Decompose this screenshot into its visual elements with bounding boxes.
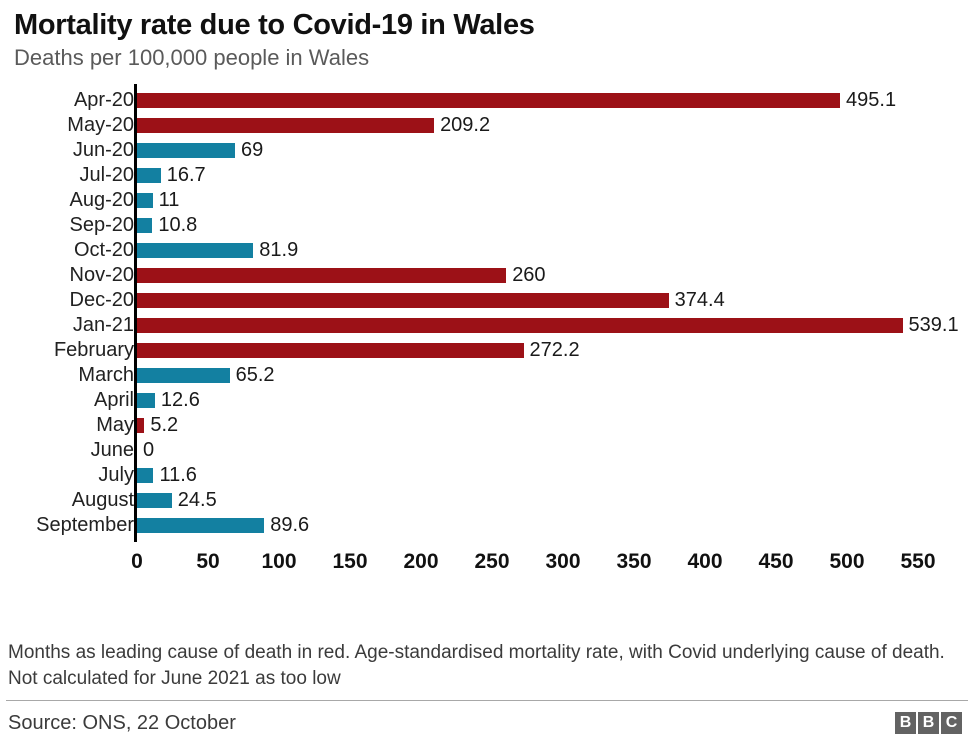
- bar: [137, 243, 254, 258]
- bar-value-label: 11.6: [159, 464, 197, 486]
- bar-row: September 89.6: [0, 513, 976, 538]
- bbc-logo-letter: B: [895, 712, 916, 734]
- category-label: August: [71, 489, 134, 511]
- bar: [137, 518, 265, 533]
- bar-row: Jan-21 539.1: [0, 313, 976, 338]
- bar-row: Jul-20 16.7: [0, 163, 976, 188]
- x-axis-tick: 150: [332, 550, 368, 573]
- bar-row: May 5.2: [0, 413, 976, 438]
- x-axis-tick: 550: [900, 550, 936, 573]
- bar-row: Dec-20 374.4: [0, 288, 976, 313]
- bar-row: May-20 209.2: [0, 113, 976, 138]
- bar: [137, 493, 172, 508]
- category-label: May: [96, 414, 134, 436]
- bar: [137, 418, 145, 433]
- x-axis-tick: 350: [616, 550, 652, 573]
- category-label: September: [36, 514, 134, 536]
- bar: [137, 218, 153, 233]
- x-axis-tick: 300: [545, 550, 581, 573]
- x-axis-tick: 50: [196, 550, 220, 573]
- x-axis-tick-labels: 0 50 100 150 200 250 300 350 400 450 500 550: [0, 546, 976, 578]
- bar-value-label: 12.6: [160, 389, 200, 411]
- x-axis-tick: 200: [403, 550, 439, 573]
- x-axis-tick: 450: [758, 550, 794, 573]
- category-label: Dec-20: [69, 289, 134, 311]
- chart-subtitle: Deaths per 100,000 people in Wales: [14, 45, 370, 70]
- category-label: Aug-20: [69, 189, 135, 211]
- bar: [137, 318, 903, 333]
- x-axis-tick: 0: [131, 550, 143, 573]
- bar-value-label: 11: [158, 189, 180, 211]
- footer-divider: [6, 700, 968, 701]
- bar-value-label: 16.7: [166, 164, 206, 186]
- category-label: Jan-21: [72, 314, 134, 336]
- category-label: Apr-20: [73, 89, 134, 111]
- bar-row: March 65.2: [0, 363, 976, 388]
- category-label: February: [53, 339, 134, 361]
- bar-value-label: 209.2: [440, 114, 491, 136]
- bar-value-label: 69: [240, 139, 264, 161]
- bar-row: Oct-20 81.9: [0, 238, 976, 263]
- bar-value-label: 260: [512, 264, 546, 286]
- bar-value-label: 24.5: [177, 489, 217, 511]
- y-axis-line: [134, 84, 137, 542]
- chart-footnote: Months as leading cause of death in red.…: [8, 642, 945, 689]
- bar: [137, 343, 524, 358]
- x-axis-tick: 400: [687, 550, 723, 573]
- bar-row: July 11.6: [0, 463, 976, 488]
- bar-chart: Apr-20 495.1 May-20 209.2 Jun-20 69 Jul-20 16.7…: [0, 84, 976, 584]
- bar-row: Aug-20 11: [0, 188, 976, 213]
- bar-value-label: 89.6: [270, 514, 310, 536]
- bar-row: Sep-20 10.8: [0, 213, 976, 238]
- bar: [137, 268, 507, 283]
- bar-value-label: 272.2: [529, 339, 580, 361]
- bar-value-label: 81.9: [259, 239, 299, 261]
- bar-row: February 272.2: [0, 338, 976, 363]
- bar: [137, 468, 154, 483]
- bar-value-label: 10.8: [158, 214, 198, 236]
- category-label: March: [78, 364, 134, 386]
- source-text: Source: ONS, 22 October: [8, 712, 236, 734]
- bar: [137, 393, 155, 408]
- bar: [137, 118, 435, 133]
- category-label: Jul-20: [79, 164, 134, 186]
- bar: [137, 168, 161, 183]
- bbc-logo-letter: B: [918, 712, 939, 734]
- bar-row: Jun-20 69: [0, 138, 976, 163]
- bar-row: April 12.6: [0, 388, 976, 413]
- bar-value-label: 5.2: [150, 414, 179, 436]
- bar-value-label: 539.1: [908, 314, 959, 336]
- bar-row: August 24.5: [0, 488, 976, 513]
- bar: [137, 368, 230, 383]
- category-label: Nov-20: [69, 264, 134, 286]
- bar-value-label: 65.2: [235, 364, 275, 386]
- x-axis-tick: 250: [474, 550, 510, 573]
- bar-row: Nov-20 260: [0, 263, 976, 288]
- bar: [137, 193, 153, 208]
- bar-value-label: 495.1: [846, 89, 897, 111]
- bbc-logo-letter: C: [941, 712, 962, 734]
- category-label: June: [90, 439, 134, 461]
- chart-plot-area: Apr-20 495.1 May-20 209.2 Jun-20 69 Jul-20 16.7…: [0, 84, 976, 584]
- bar-row: June 0: [0, 438, 976, 463]
- bar-value-label: 0: [143, 439, 155, 461]
- bar: [137, 143, 235, 158]
- chart-header: Mortality rate due to Covid-19 in Wales …: [0, 0, 976, 72]
- category-label: Jun-20: [72, 139, 134, 161]
- bar: [137, 293, 669, 308]
- category-label: Sep-20: [69, 214, 135, 236]
- x-axis-tick: 500: [829, 550, 865, 573]
- page-title: Mortality rate due to Covid-19 in Wales: [14, 9, 535, 41]
- category-label: July: [98, 464, 134, 486]
- x-axis-tick: 100: [261, 550, 297, 573]
- bar: [137, 93, 841, 108]
- bar-value-label: 374.4: [674, 289, 725, 311]
- category-label: April: [93, 389, 134, 411]
- category-label: May-20: [67, 114, 134, 136]
- category-label: Oct-20: [73, 239, 134, 261]
- bar-row: Apr-20 495.1: [0, 88, 976, 113]
